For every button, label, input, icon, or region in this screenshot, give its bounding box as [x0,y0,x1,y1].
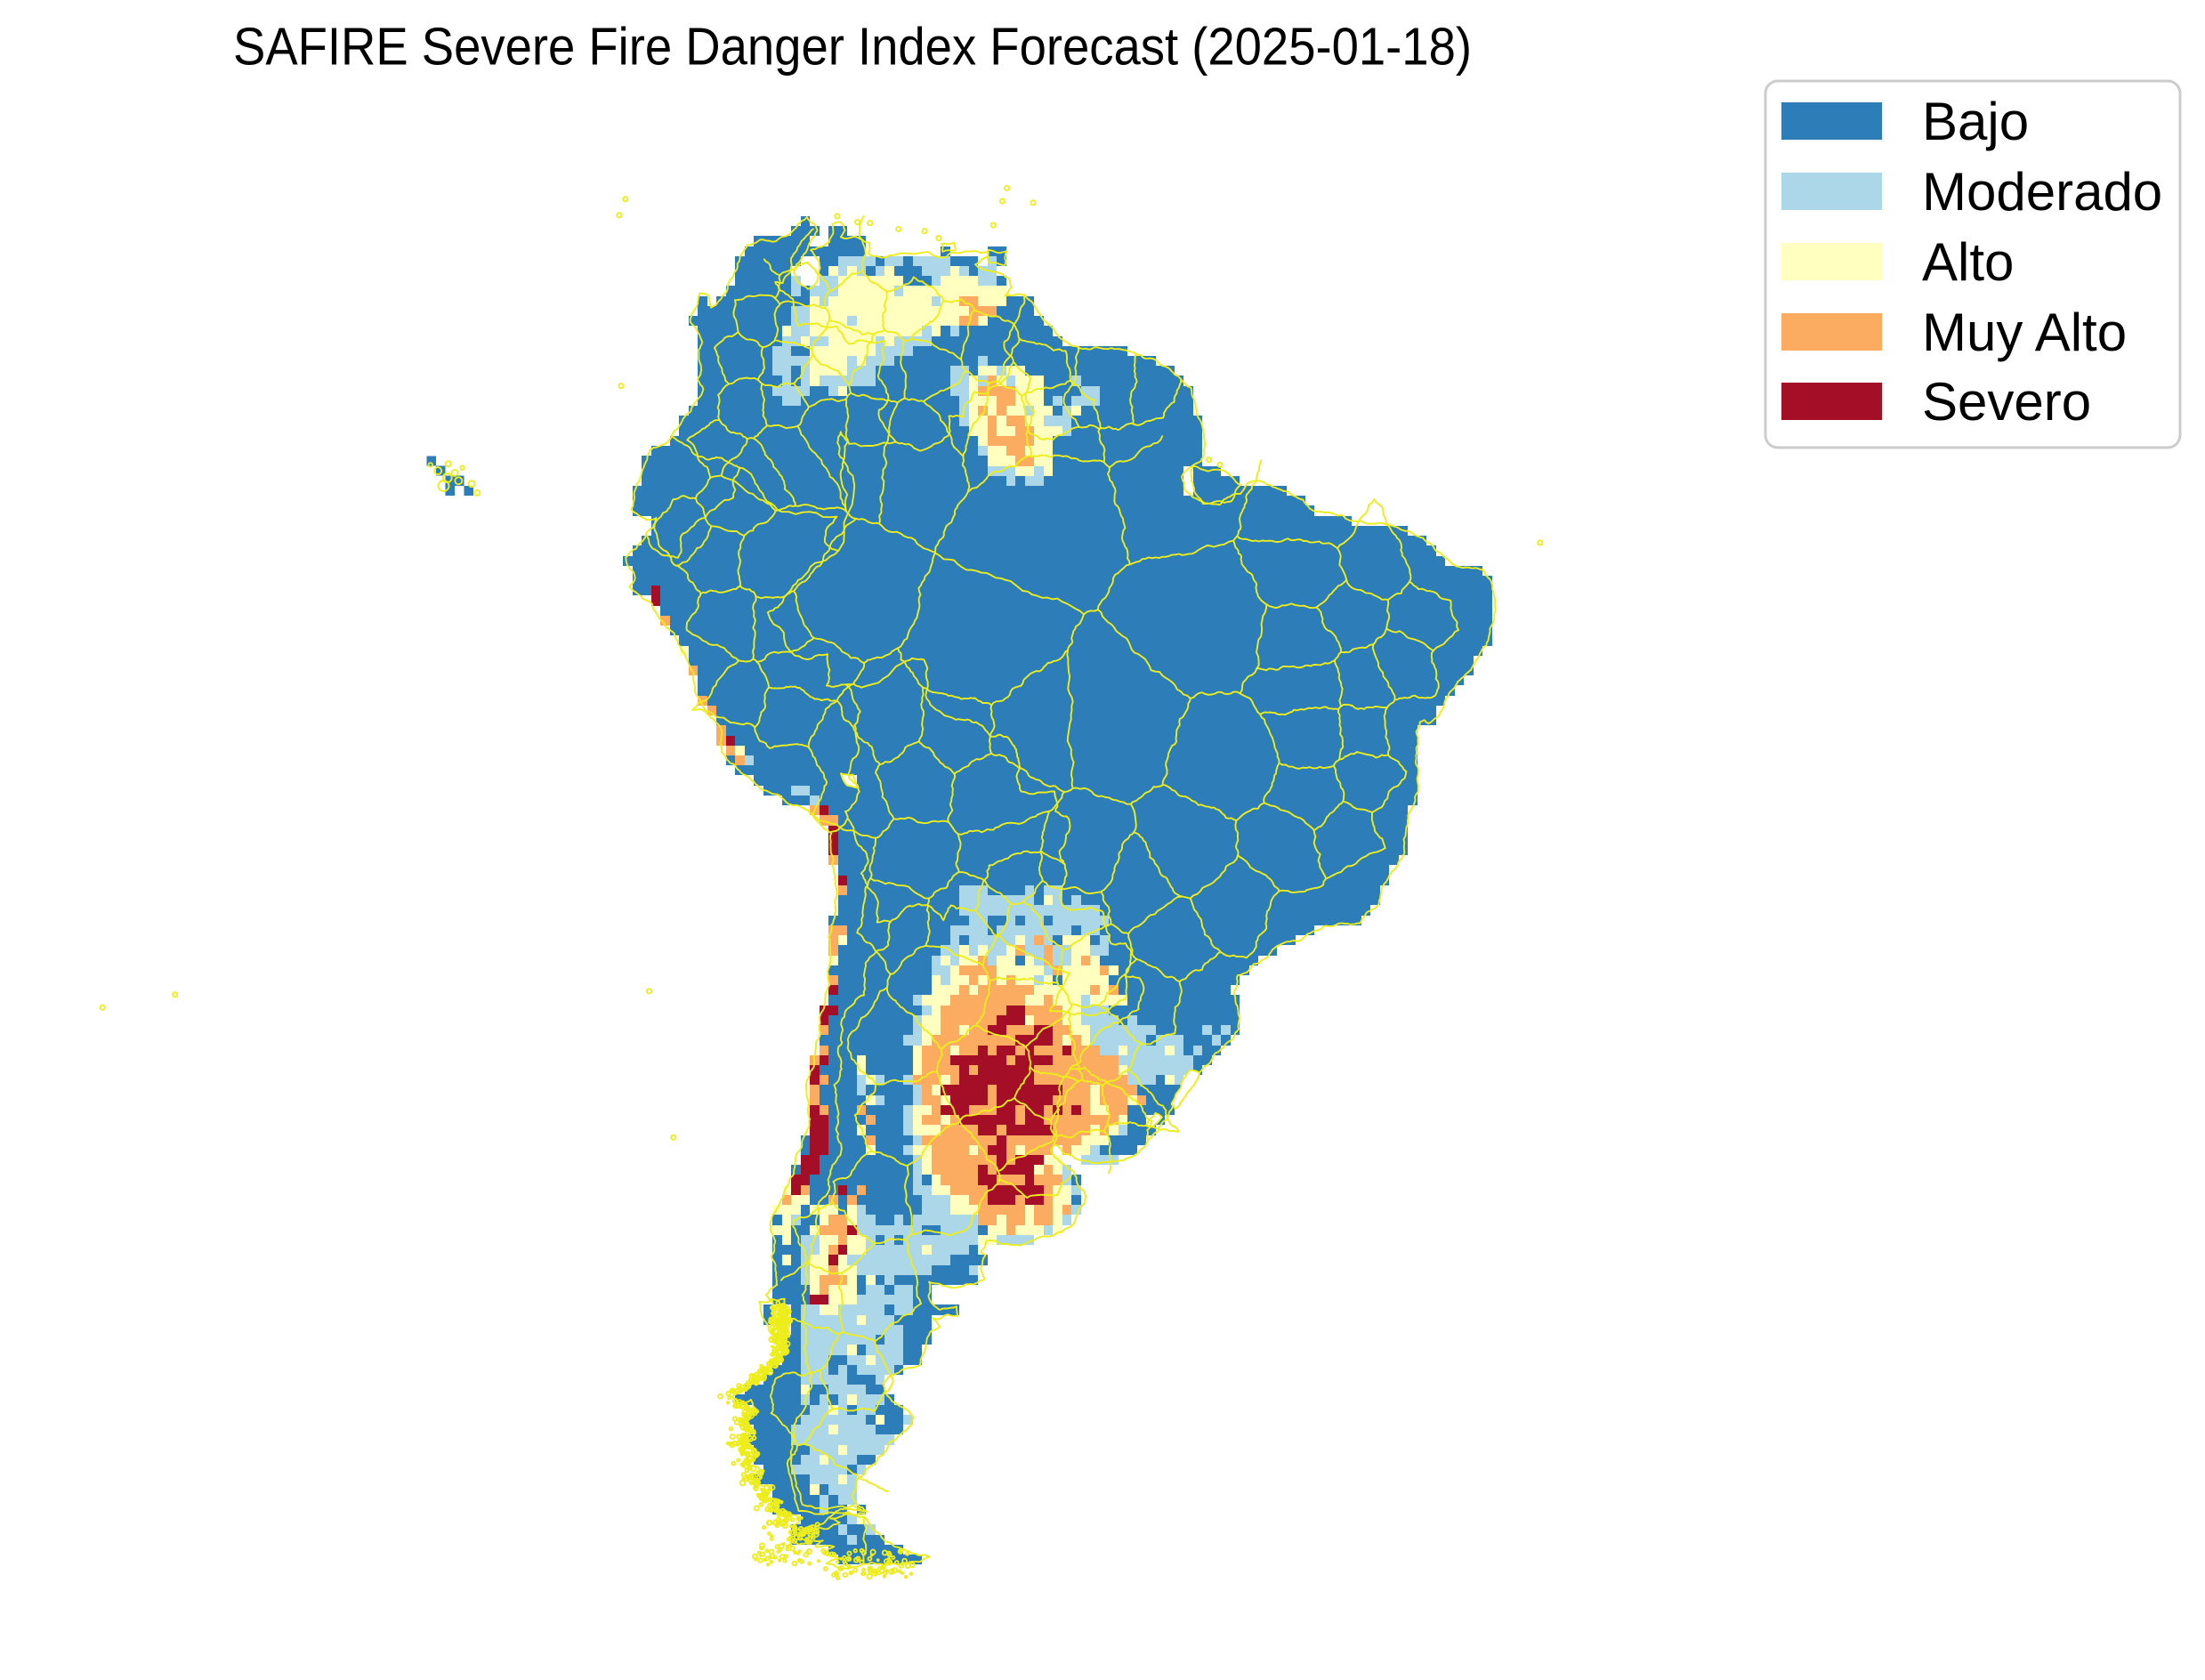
svg-text:Severo: Severo [1922,372,2091,432]
svg-text:Moderado: Moderado [1922,162,2162,222]
svg-text:SAFIRE Severe Fire Danger Inde: SAFIRE Severe Fire Danger Index Forecast… [233,18,1472,77]
svg-text:Bajo: Bajo [1922,92,2029,151]
svg-text:Muy Alto: Muy Alto [1922,303,2127,362]
svg-text:Alto: Alto [1922,232,2014,292]
